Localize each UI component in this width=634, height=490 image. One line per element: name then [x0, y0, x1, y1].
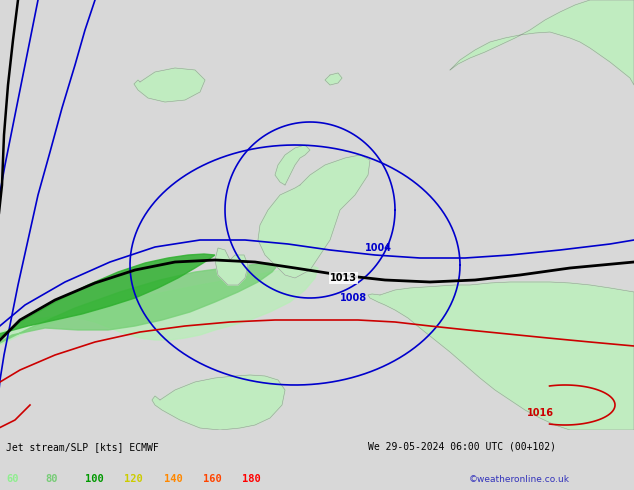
Polygon shape — [368, 282, 634, 430]
Polygon shape — [325, 73, 342, 85]
Polygon shape — [0, 263, 278, 348]
Text: 140: 140 — [164, 474, 183, 484]
Text: 1004: 1004 — [365, 243, 392, 253]
Text: We 29-05-2024 06:00 UTC (00+102): We 29-05-2024 06:00 UTC (00+102) — [368, 442, 556, 452]
Text: 100: 100 — [85, 474, 104, 484]
Text: 1013: 1013 — [330, 273, 357, 283]
Text: Jet stream/SLP [kts] ECMWF: Jet stream/SLP [kts] ECMWF — [6, 442, 159, 452]
Text: 1016: 1016 — [526, 408, 553, 418]
Text: 120: 120 — [124, 474, 143, 484]
Text: 80: 80 — [46, 474, 58, 484]
Text: 60: 60 — [6, 474, 19, 484]
Polygon shape — [215, 248, 248, 285]
Text: 1008: 1008 — [340, 293, 367, 303]
Polygon shape — [450, 0, 634, 85]
Text: 180: 180 — [242, 474, 261, 484]
Polygon shape — [275, 145, 310, 185]
Polygon shape — [258, 155, 370, 278]
Text: ©weatheronline.co.uk: ©weatheronline.co.uk — [469, 475, 570, 484]
Text: 160: 160 — [203, 474, 222, 484]
Polygon shape — [0, 254, 215, 345]
Polygon shape — [0, 265, 318, 350]
Polygon shape — [134, 68, 205, 102]
Polygon shape — [152, 375, 285, 430]
